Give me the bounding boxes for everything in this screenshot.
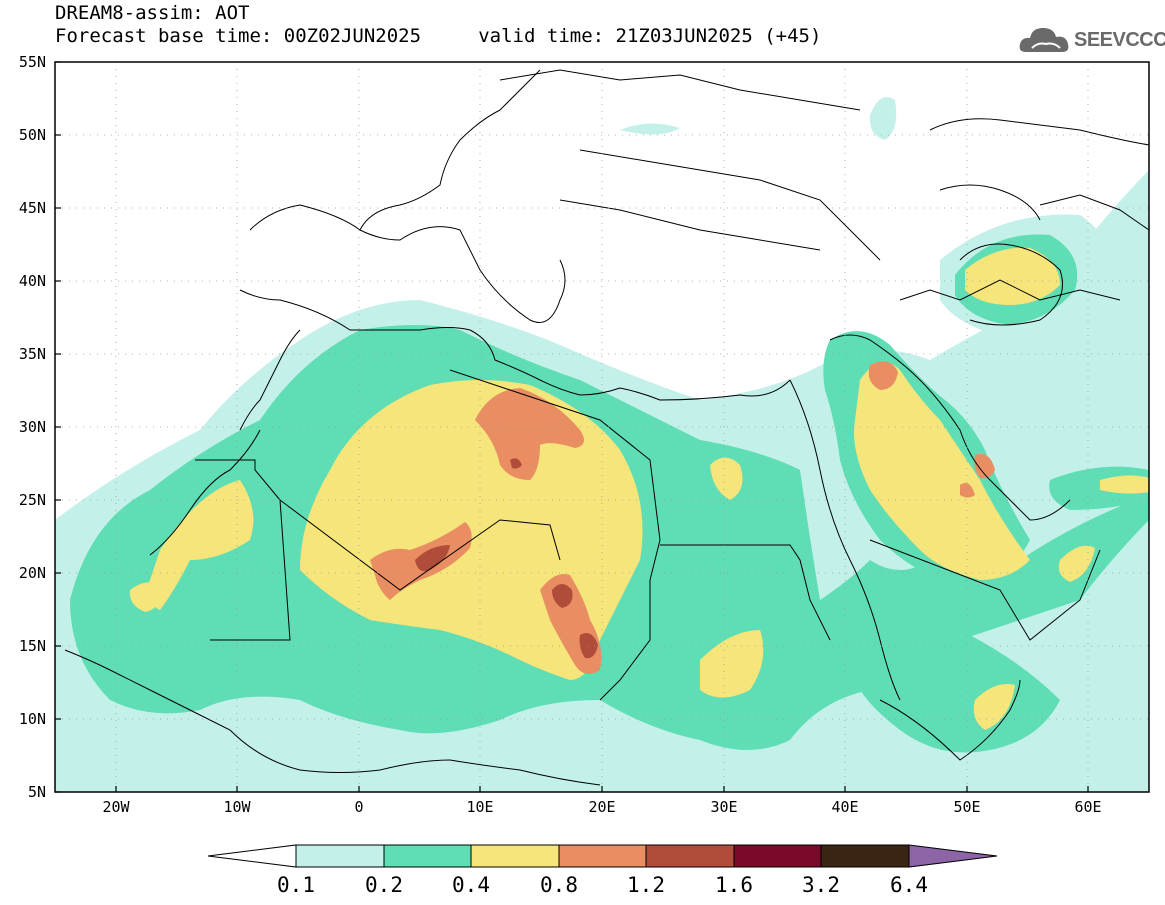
- aot-contours: [55, 97, 1149, 792]
- lat-label: 40N: [19, 272, 46, 290]
- aot-band-1.2: [415, 545, 450, 572]
- axis-ticks: [55, 61, 1089, 793]
- colorbar-label: 1.6: [715, 873, 753, 897]
- lat-label: 45N: [19, 199, 46, 217]
- colorbar-cell: [908, 844, 998, 868]
- lat-label: 20N: [19, 564, 46, 582]
- colorbar-labels: 0.1 0.2 0.4 0.8 1.2 1.6 3.2 6.4: [277, 873, 928, 897]
- colorbar-cell: [558, 844, 647, 868]
- lon-label: 50E: [953, 798, 980, 816]
- lon-label: 40E: [831, 798, 858, 816]
- colorbar-label: 6.4: [890, 873, 928, 897]
- colorbar-cell: [207, 844, 297, 868]
- lon-label: 30E: [710, 798, 737, 816]
- colorbar-label: 0.4: [452, 873, 490, 897]
- seevccc-logo: SEEVCCC: [1018, 22, 1165, 58]
- colorbar-label: 0.1: [277, 873, 315, 897]
- lat-label: 15N: [19, 637, 46, 655]
- colorbar-cell: [733, 844, 822, 868]
- colorbar-label: 3.2: [802, 873, 840, 897]
- lat-label: 50N: [19, 126, 46, 144]
- lon-label: 60E: [1074, 798, 1101, 816]
- colorbar-cell: [383, 844, 472, 868]
- lat-label: 55N: [19, 53, 46, 71]
- lat-label: 10N: [19, 710, 46, 728]
- latitude-labels: 55N 50N 45N 40N 35N 30N 25N 20N 15N 10N …: [19, 53, 46, 801]
- lat-label: 35N: [19, 345, 46, 363]
- colorbar-label: 1.2: [627, 873, 665, 897]
- colorbar-cell: [295, 844, 385, 868]
- colorbar-cell: [645, 844, 735, 868]
- aot-band-0.8: [475, 388, 584, 480]
- lat-label: 30N: [19, 418, 46, 436]
- logo-text: SEEVCCC: [1074, 29, 1165, 51]
- lon-label: 10W: [223, 798, 251, 816]
- map-title: DREAM8-assim: AOT: [55, 2, 250, 24]
- colorbar: [207, 844, 998, 868]
- colorbar-cell: [470, 844, 560, 868]
- cloud-icon: [1019, 28, 1069, 52]
- colorbar-cell: [820, 844, 910, 868]
- colorbar-label: 0.2: [365, 873, 403, 897]
- longitude-labels: 20W 10W 0 10E 20E 30E 40E 50E 60E: [102, 798, 1101, 816]
- lat-label: 25N: [19, 491, 46, 509]
- forecast-times: Forecast base time: 00Z02JUN2025 valid t…: [55, 25, 822, 47]
- colorbar-label: 0.8: [540, 873, 578, 897]
- lat-label: 5N: [28, 783, 46, 801]
- lon-label: 20W: [102, 798, 130, 816]
- graticule: [55, 62, 1149, 792]
- lon-label: 0: [354, 798, 363, 816]
- lon-label: 20E: [588, 798, 615, 816]
- lon-label: 10E: [466, 798, 493, 816]
- country-borders: [64, 69, 1149, 786]
